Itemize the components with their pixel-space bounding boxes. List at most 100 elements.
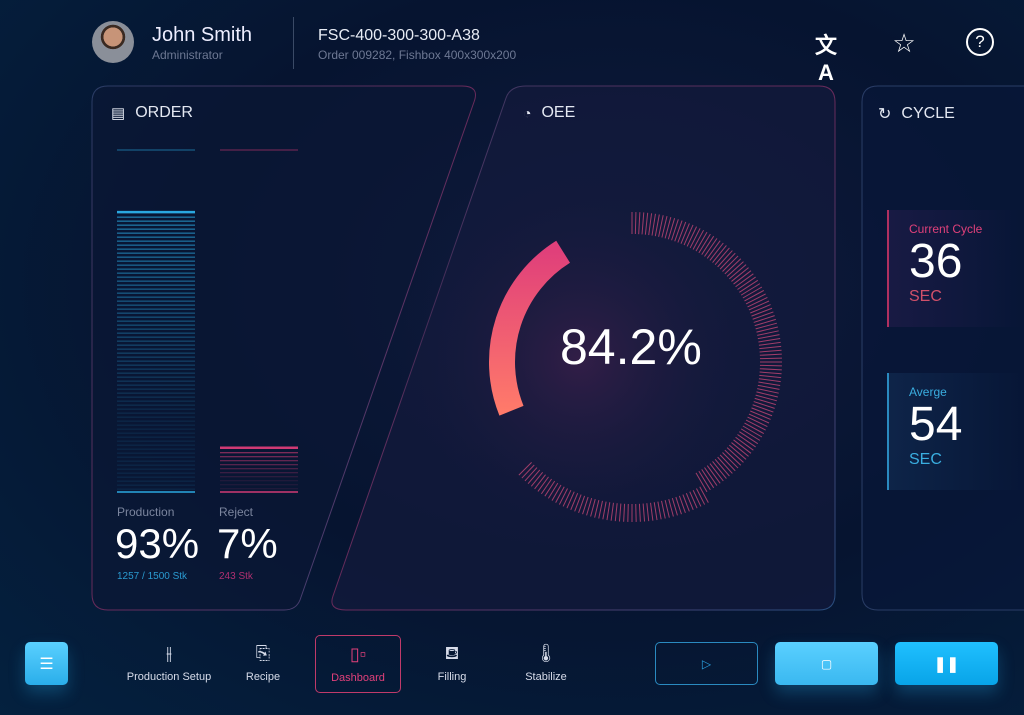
sliders-icon: ⫲: [166, 643, 172, 663]
gauge-tick: [739, 431, 759, 445]
stop-button[interactable]: ▢: [775, 642, 878, 685]
order-description: Order 009282, Fishbox 400x300x200: [318, 48, 517, 62]
gauge-tick: [677, 221, 687, 243]
menu-button[interactable]: ☰: [25, 642, 68, 685]
gauge-tick: [754, 318, 776, 327]
gauge-tick: [735, 436, 754, 451]
nav-stabilize[interactable]: 🌡︎ Stabilize: [501, 643, 591, 683]
translate-icon[interactable]: 文A: [814, 33, 837, 85]
play-icon: ▷: [701, 656, 712, 671]
nav-label: Recipe: [245, 671, 281, 683]
gauge-tick: [729, 444, 747, 460]
average-value: 54: [909, 398, 963, 451]
cycle-panel: [861, 85, 1024, 611]
gauge-tick: [731, 442, 749, 457]
current-cycle-unit: SEC: [909, 288, 942, 305]
gauge-tick: [737, 434, 756, 448]
gauge-tick: [742, 425, 763, 438]
gauge-tick: [699, 486, 709, 503]
current-cycle-label: Current Cycle: [909, 222, 983, 236]
thermometer-icon: 🌡︎: [534, 643, 558, 663]
speedometer-icon: ◔: [523, 105, 532, 121]
order-bars: [117, 149, 298, 493]
pause-button[interactable]: ❚❚: [895, 642, 998, 685]
gauge-tick: [757, 384, 780, 390]
gauge-tick: [524, 467, 538, 482]
gauge-tick: [745, 419, 766, 431]
gauge-tick: [754, 397, 776, 406]
nav-recipe[interactable]: ⎘ Recipe: [218, 643, 308, 683]
gauge-tick: [706, 240, 721, 259]
star-icon[interactable]: ☆: [892, 28, 916, 58]
gauge-tick: [748, 413, 770, 424]
gauge-tick: [661, 216, 668, 238]
reject-percent: 7%: [217, 520, 278, 567]
gauge-tick: [551, 484, 562, 501]
gauge-tick: [759, 374, 782, 379]
gauge-tick: [748, 300, 770, 311]
gauge-tick: [534, 474, 546, 490]
gauge-tick: [744, 289, 765, 302]
gauge-tick: [680, 223, 690, 244]
gauge-tick: [757, 334, 780, 340]
gauge-tick: [555, 486, 565, 503]
gauge-tick: [667, 218, 676, 240]
nav-dashboard[interactable]: ▯▫ Dashboard: [315, 635, 401, 693]
gauge-tick: [668, 499, 674, 517]
gauge-tick: [751, 407, 773, 417]
gauge-tick: [578, 495, 586, 513]
gauge-tick: [759, 353, 782, 356]
gauge-tick: [757, 388, 779, 394]
gauge-tick: [742, 286, 763, 299]
gauge-tick: [714, 459, 730, 477]
gauge-tick: [623, 503, 626, 522]
gauge-tick: [646, 503, 650, 522]
help-icon[interactable]: ?: [966, 28, 994, 56]
gauge-tick: [733, 439, 752, 454]
gauge-tick: [618, 503, 622, 522]
gauge-tick: [709, 242, 724, 261]
order-header: ▤ ORDER: [111, 104, 193, 122]
play-button[interactable]: ▷: [655, 642, 758, 685]
gauge-tick: [685, 492, 694, 511]
average-unit: SEC: [909, 451, 942, 468]
gauge-tick: [698, 470, 711, 491]
production-label: Production: [117, 505, 175, 519]
gauge-tick: [756, 391, 778, 398]
nav-production-setup[interactable]: ⫲ Production Setup: [124, 643, 214, 683]
gauge-tick: [759, 364, 782, 367]
gauge-tick: [756, 326, 778, 333]
gauge-tick: [527, 469, 541, 484]
gauge-tick: [701, 235, 715, 255]
gauge-tick: [586, 498, 593, 516]
nav-filling[interactable]: ⛾ Filling: [407, 643, 497, 683]
gauge-progress-arc: [489, 240, 571, 416]
stop-icon: ▢: [820, 656, 833, 671]
gauge-tick: [582, 496, 589, 515]
gauge-tick: [682, 494, 690, 512]
gauge-tick: [689, 491, 698, 509]
gauge-tick: [758, 378, 781, 383]
gauge-tick: [634, 212, 637, 235]
gauge-tick: [740, 283, 761, 296]
gauge-tick: [674, 220, 683, 242]
gauge-tick: [594, 499, 600, 518]
gauge-tick: [521, 464, 535, 479]
gauge-tick: [540, 478, 552, 495]
user-name: John Smith: [152, 24, 253, 46]
gauge-tick: [745, 293, 766, 305]
gauge-tick: [709, 463, 724, 482]
gauge-tick: [704, 467, 718, 486]
gauge-tick: [759, 371, 782, 375]
avatar[interactable]: [92, 21, 134, 63]
gauge-tick: [726, 447, 744, 463]
gauge-tick: [664, 216, 672, 239]
gauge-tick: [758, 338, 781, 343]
nav-label: Stabilize: [525, 671, 567, 683]
gauge-tick: [695, 231, 708, 252]
gauge-tick: [750, 304, 771, 314]
gauge-tick: [729, 264, 747, 280]
reject-count: 243 Stk: [219, 571, 253, 582]
gauge-tick: [722, 255, 739, 272]
gauge-tick: [759, 349, 782, 353]
